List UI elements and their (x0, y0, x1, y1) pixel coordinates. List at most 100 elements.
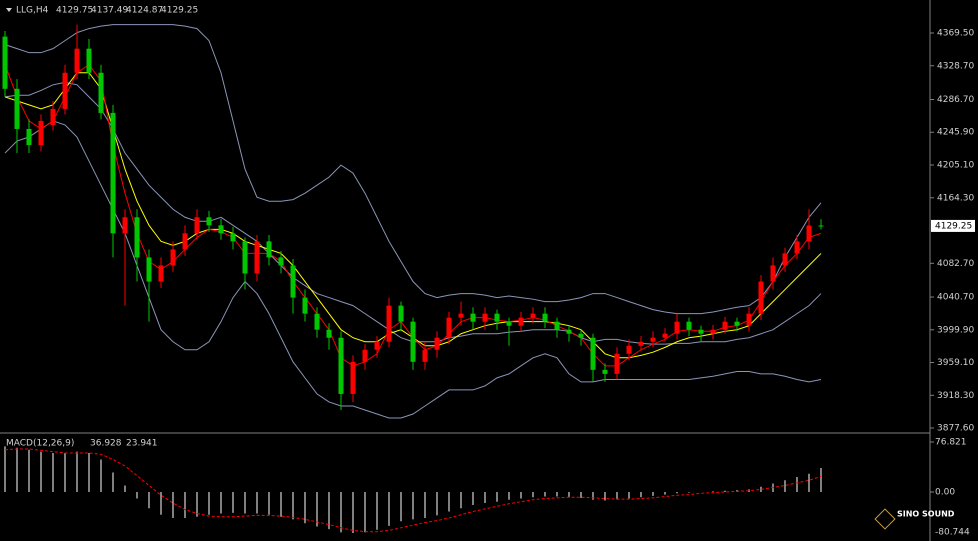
logo: SINO SOUND (874, 508, 955, 530)
y-tick-label: 3877.60 (937, 423, 974, 433)
candle-body (194, 217, 200, 234)
candle-body (74, 48, 80, 73)
candle-body (758, 281, 764, 314)
menu-arrow[interactable] (6, 8, 12, 12)
candle-body (602, 369, 608, 374)
y-tick-label: 4369.50 (937, 29, 974, 39)
candle-body (530, 313, 536, 318)
candle-body (410, 321, 416, 362)
candle-body (110, 112, 116, 234)
candle-body (494, 313, 500, 322)
macd-signal-value: 23.941 (126, 439, 158, 449)
y-tick-label: 4040.70 (937, 293, 974, 303)
indicator-line (4, 81, 822, 345)
candle-body (710, 329, 716, 334)
candle-body (674, 321, 680, 334)
candle-body (218, 225, 224, 234)
y-tick-label: 4205.10 (937, 161, 974, 171)
candle-body (470, 313, 476, 322)
candle-body (650, 337, 656, 342)
high: 4137.49 (91, 6, 128, 16)
candle-body (158, 265, 164, 282)
candle-body (374, 341, 380, 350)
candle-body (86, 48, 92, 73)
candle-body (542, 313, 548, 322)
candle-body (386, 305, 392, 342)
open: 4129.75 (56, 6, 93, 16)
y-tick-label: 3959.10 (937, 358, 974, 368)
y-tick-label: 3918.30 (937, 391, 974, 401)
candle-body (566, 329, 572, 334)
indicator-line (4, 24, 822, 315)
candle-body (422, 349, 428, 362)
candle-body (614, 353, 620, 374)
candle-body (350, 361, 356, 394)
candle-body (122, 217, 128, 234)
price-marker: 4129.25 (935, 221, 972, 231)
candle-body (506, 321, 512, 326)
candle-body (230, 233, 236, 242)
candle-body (362, 349, 368, 362)
y-tick-label: 3999.90 (937, 325, 974, 335)
candle-body (770, 265, 776, 282)
candle-body (734, 321, 740, 326)
candle-body (278, 257, 284, 266)
candle-body (290, 265, 296, 298)
candle-body (626, 345, 632, 354)
macd-value: 36.928 (90, 439, 122, 449)
candle-body (590, 337, 596, 370)
price-marker-box (931, 219, 975, 232)
candle-body (458, 313, 464, 318)
y-tick-label: 4245.90 (937, 128, 974, 138)
candle-body (818, 225, 824, 227)
candle-body (206, 217, 212, 226)
logo-text: SINO SOUND (897, 510, 955, 519)
candle-body (302, 297, 308, 314)
candle-body (806, 225, 812, 242)
candle-body (782, 253, 788, 266)
logo-icon (874, 508, 896, 530)
candle-body (266, 241, 272, 258)
y-tick-label: 4164.30 (937, 193, 974, 203)
indicator-line (4, 120, 822, 419)
y-tick-label: 0.00 (935, 487, 955, 497)
candle-body (398, 305, 404, 322)
candle-body (326, 329, 332, 338)
candle-body (14, 88, 20, 129)
candle-body (662, 333, 668, 338)
candle-body (50, 108, 56, 125)
indicator-line (4, 72, 822, 359)
candle-body (254, 241, 260, 274)
candle-body (794, 241, 800, 254)
low: 4124.87 (126, 6, 163, 16)
candle-body (518, 317, 524, 326)
candle-body (134, 217, 140, 258)
candle-body (170, 249, 176, 266)
candle-body (746, 313, 752, 326)
y-tick-label: 4082.70 (937, 259, 974, 269)
candle-body (38, 120, 44, 146)
y-tick-label: -80.744 (935, 528, 970, 538)
candle-body (446, 317, 452, 338)
close: 4129.25 (161, 6, 198, 16)
candle-body (482, 313, 488, 322)
macd-title: MACD(12,26,9) (6, 439, 74, 449)
symbol: LLG,H4 (16, 6, 49, 16)
candle-body (62, 72, 68, 109)
candle-body (26, 128, 32, 146)
candle-body (2, 36, 8, 89)
candle-body (638, 341, 644, 346)
candle-body (314, 313, 320, 330)
candle-body (146, 257, 152, 282)
candle-body (338, 337, 344, 394)
candle-body (182, 233, 188, 250)
y-tick-label: 4286.70 (937, 95, 974, 105)
candle-body (434, 337, 440, 350)
candle-body (242, 241, 248, 274)
candle-body (578, 333, 584, 338)
y-tick-label: 76.821 (935, 438, 967, 448)
candle-body (98, 72, 104, 113)
candle-body (722, 321, 728, 330)
candle-body (554, 321, 560, 330)
